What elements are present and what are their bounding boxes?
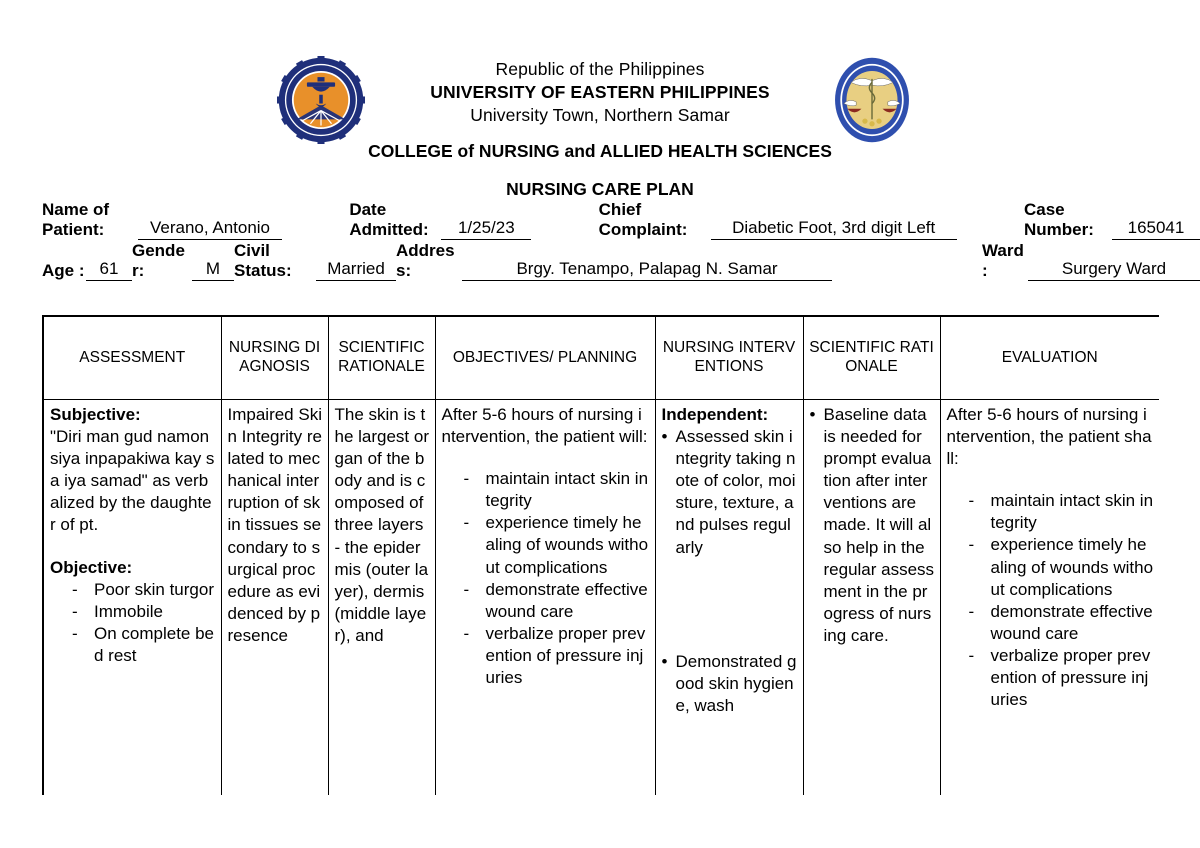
evaluation-gap (947, 470, 1155, 490)
document-title: NURSING CARE PLAN (506, 179, 694, 200)
gender-value[interactable]: M (192, 259, 234, 282)
header-title-block: Republic of the Philippines UNIVERSITY O… (0, 58, 1200, 200)
subjective-text: "Diri man gud namon siya inpapakiwa kay … (50, 427, 215, 535)
ward-value[interactable]: Surgery Ward (1028, 259, 1200, 282)
interventions-heading: Independent: (661, 405, 769, 424)
case-number-label: Case Number: (1023, 200, 1094, 240)
column-header-scientific-rationale-2: SCIENTIFIC RATIONALE (802, 315, 941, 400)
evaluation-intro: After 5-6 hours of nursing intervention,… (946, 405, 1152, 469)
list-item: demonstrate effective wound care (442, 579, 650, 623)
cell-scientific-rationale-1: The skin is the largest organ of the bod… (327, 399, 436, 795)
document-header: Republic of the Philippines UNIVERSITY O… (0, 0, 1200, 200)
header-line-location: University Town, Northern Samar (470, 104, 730, 125)
gender-label: Gende r: (132, 241, 185, 281)
objective-findings-list: Poor skin turgor Immobile On complete be… (50, 579, 216, 667)
date-admitted-label: Date Admitted: (349, 200, 429, 240)
chief-complaint-label: Chief Complaint: (598, 200, 688, 240)
list-item: Assessed skin integrity taking note of c… (662, 426, 798, 559)
ward-label: Ward : (982, 241, 1024, 281)
table-row: Subjective: "Diri man gud namon siya inp… (42, 399, 1159, 795)
column-header-nursing-interventions: NURSING INTERVENTIONS (654, 315, 804, 400)
list-item: verbalize proper prevention of pressure … (947, 645, 1155, 711)
evaluation-list: maintain intact skin integrity experienc… (947, 490, 1155, 711)
college-of-nursing-seal-icon (828, 56, 916, 144)
column-header-nursing-diagnosis: NURSING DIAGNOSIS (220, 315, 329, 400)
header-line-university: UNIVERSITY OF EASTERN PHILIPPINES (430, 81, 770, 102)
subjective-label: Subjective: (50, 405, 141, 424)
civil-status-label: Civil Status: (234, 241, 292, 281)
name-of-patient-label: Name of Patient: (42, 200, 110, 240)
list-item: maintain intact skin integrity (947, 490, 1155, 534)
scientific-rationale-1-text: The skin is the largest organ of the bod… (334, 405, 430, 645)
list-item: experience timely healing of wounds with… (947, 534, 1155, 600)
chief-complaint-value[interactable]: Diabetic Foot, 3rd digit Left (710, 218, 957, 241)
age-value[interactable]: 61 (86, 259, 132, 282)
objectives-gap (442, 448, 650, 468)
table-header-row: ASSESSMENT NURSING DIAGNOSIS SCIENTIFIC … (42, 315, 1159, 400)
list-item: maintain intact skin integrity (442, 468, 650, 512)
objectives-intro: After 5-6 hours of nursing intervention,… (441, 405, 648, 447)
list-item: Baseline data is needed for prompt evalu… (810, 404, 935, 647)
patient-info-row-1: Name of Patient: Verano, Antonio Date Ad… (42, 200, 1200, 241)
date-admitted-value[interactable]: 1/25/23 (441, 218, 532, 241)
list-item: Poor skin turgor (50, 579, 216, 601)
scientific-rationale-2-list: Baseline data is needed for prompt evalu… (810, 404, 935, 647)
cell-nursing-diagnosis: Impaired Skin Integrity related to mecha… (220, 399, 329, 795)
assessment-gap (50, 537, 216, 557)
nursing-diagnosis-text: Impaired Skin Integrity related to mecha… (227, 405, 323, 645)
list-item: experience timely healing of wounds with… (442, 512, 650, 578)
column-header-assessment: ASSESSMENT (42, 315, 222, 400)
list-item: Immobile (50, 601, 216, 623)
interventions-list-second: Demonstrated good skin hygiene, wash (662, 651, 798, 717)
uep-university-seal-icon (277, 56, 365, 144)
objective-label: Objective: (50, 557, 133, 577)
nursing-care-plan-table-wrapper: ASSESSMENT NURSING DIAGNOSIS SCIENTIFIC … (42, 315, 1159, 795)
patient-info-row-2: Age : 61 Gende r: M Civil Status: Marrie… (42, 241, 1200, 282)
list-item: On complete bed rest (50, 623, 216, 667)
list-item: Demonstrated good skin hygiene, wash (662, 651, 798, 717)
address-label: Addres s: (396, 241, 455, 281)
cell-assessment: Subjective: "Diri man gud namon siya inp… (42, 399, 222, 795)
list-item: demonstrate effective wound care (947, 601, 1155, 645)
patient-info-block: Name of Patient: Verano, Antonio Date Ad… (0, 200, 1200, 282)
objectives-list: maintain intact skin integrity experienc… (442, 468, 650, 689)
case-number-value[interactable]: 165041 (1111, 218, 1200, 241)
cell-evaluation: After 5-6 hours of nursing intervention,… (939, 399, 1159, 795)
nursing-care-plan-table: ASSESSMENT NURSING DIAGNOSIS SCIENTIFIC … (42, 315, 1159, 795)
column-header-scientific-rationale-1: SCIENTIFIC RATIONALE (327, 315, 436, 400)
cell-scientific-rationale-2: Baseline data is needed for prompt evalu… (802, 399, 941, 795)
address-value[interactable]: Brgy. Tenampo, Palapag N. Samar (462, 259, 832, 282)
header-line-republic: Republic of the Philippines (495, 59, 705, 79)
civil-status-value[interactable]: Married (316, 259, 396, 282)
column-header-evaluation: EVALUATION (939, 315, 1159, 400)
column-header-objectives-planning: OBJECTIVES/ PLANNING (434, 315, 656, 400)
cell-objectives-planning: After 5-6 hours of nursing intervention,… (434, 399, 656, 795)
header-line-college: COLLEGE of NURSING and ALLIED HEALTH SCI… (368, 141, 832, 162)
list-item: verbalize proper prevention of pressure … (442, 623, 650, 689)
age-label: Age : (42, 261, 85, 281)
interventions-list-first: Assessed skin integrity taking note of c… (662, 426, 798, 559)
name-of-patient-value[interactable]: Verano, Antonio (138, 218, 282, 241)
cell-nursing-interventions: Independent: Assessed skin integrity tak… (654, 399, 804, 795)
interventions-gap (662, 559, 798, 651)
